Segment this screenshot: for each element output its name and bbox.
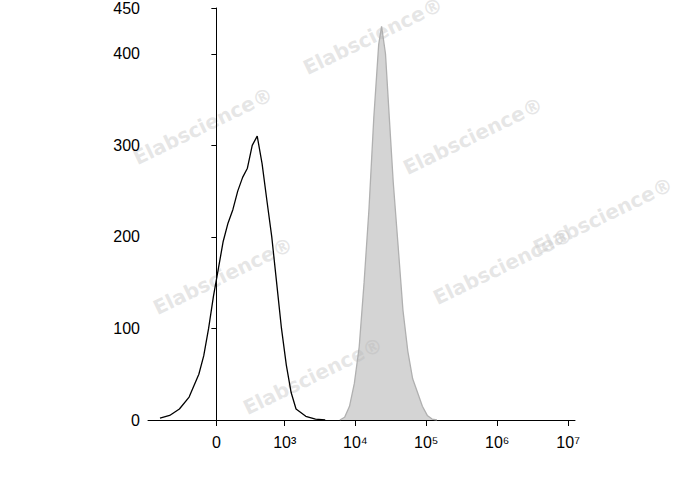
svg-text:Elabscience®: Elabscience® [299,0,447,80]
svg-text:Elabscience®: Elabscience® [129,82,277,170]
svg-text:Elabscience®: Elabscience® [529,172,677,260]
svg-text:200: 200 [113,228,140,245]
svg-text:Elabscience®: Elabscience® [399,92,547,180]
svg-text:10³: 10³ [273,434,297,451]
svg-text:10⁶: 10⁶ [485,434,509,451]
svg-text:100: 100 [113,320,140,337]
svg-text:400: 400 [113,45,140,62]
svg-text:Elabscience®: Elabscience® [239,332,387,420]
svg-text:10⁵: 10⁵ [414,434,438,451]
svg-text:450: 450 [113,0,140,17]
svg-text:10⁷: 10⁷ [556,434,580,451]
svg-text:Elabscience®: Elabscience® [429,222,577,310]
svg-text:0: 0 [212,434,221,451]
svg-text:0: 0 [131,412,140,429]
svg-text:300: 300 [113,137,140,154]
svg-text:10⁴: 10⁴ [343,434,368,451]
svg-text:Elabscience®: Elabscience® [149,232,297,320]
